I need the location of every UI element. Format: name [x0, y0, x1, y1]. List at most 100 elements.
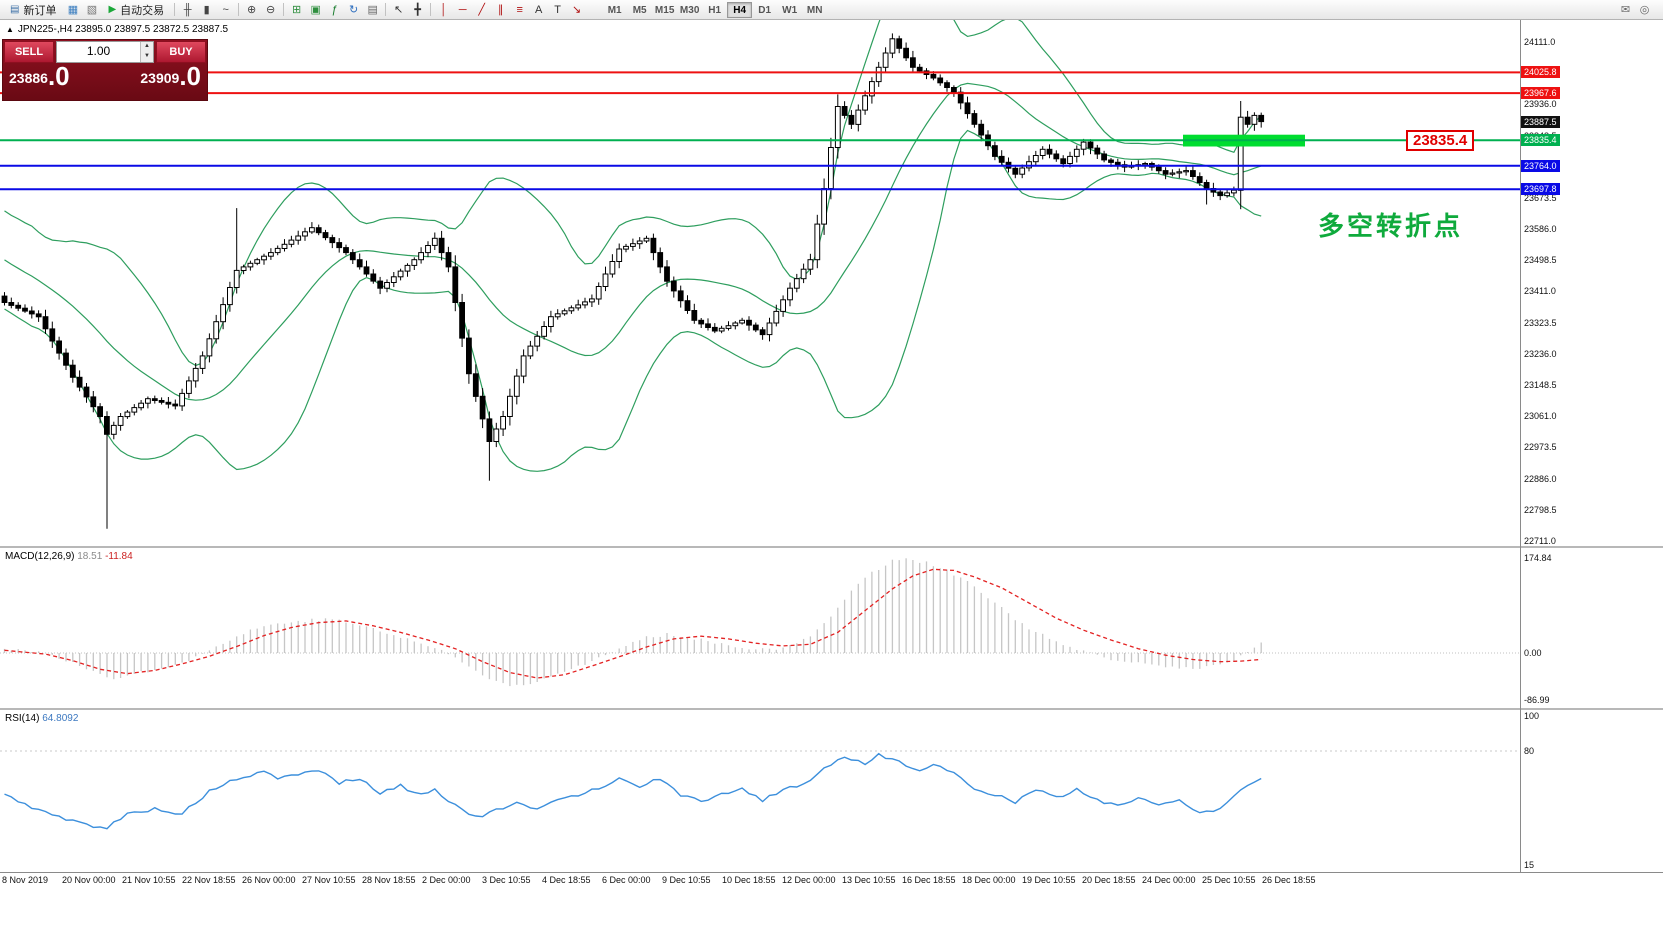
auto-trading-icon: ▶: [108, 4, 117, 15]
bar-chart-icon[interactable]: ╫: [183, 4, 192, 16]
arrows-icon[interactable]: ↘: [572, 4, 582, 16]
price-tick: 24023.5: [1524, 68, 1557, 79]
new-order-button[interactable]: ▤ 新订单: [3, 1, 63, 19]
line-chart-icon[interactable]: ~: [222, 4, 229, 16]
macd-tick: -86.99: [1524, 695, 1550, 706]
timeframe-m15[interactable]: M15: [654, 4, 675, 16]
macd-value-main: 18.51: [77, 551, 103, 562]
crosshair-icon[interactable]: ╋: [414, 4, 421, 16]
macd-value-signal: -11.84: [105, 551, 133, 562]
zoom-out-icon[interactable]: ⊖: [266, 4, 276, 16]
zoom-in-icon[interactable]: ⊕: [247, 4, 257, 16]
price-chart-canvas[interactable]: [0, 20, 1520, 546]
templates-dropdown-icon[interactable]: ▤: [367, 4, 378, 16]
search-icon[interactable]: ◎: [1639, 4, 1650, 16]
symbol-info: ▲ JPN225-,H4 23895.0 23897.5 23872.5 238…: [6, 24, 228, 35]
volume-value[interactable]: 1.00: [86, 44, 111, 58]
trendline-icon[interactable]: ╱: [478, 4, 485, 16]
timeframe-m1[interactable]: M1: [607, 4, 622, 16]
rsi-tick: 80: [1524, 746, 1535, 756]
panel-divider[interactable]: [0, 546, 1663, 548]
charts-grid-icon[interactable]: ▦: [67, 4, 79, 16]
new-order-icon: ▤: [10, 4, 20, 15]
profiles-icon[interactable]: ▧: [86, 4, 98, 16]
auto-trading-button[interactable]: ▶ 自动交易: [101, 1, 171, 19]
price-tick: 22798.5: [1524, 504, 1557, 515]
rsi-indicator-label: RSI(14) 64.8092: [5, 713, 78, 724]
timeframe-w1[interactable]: W1: [782, 4, 798, 16]
volume-up-icon[interactable]: ▲: [141, 42, 153, 52]
rsi-chart-canvas[interactable]: [0, 710, 1520, 872]
macd-chart-canvas[interactable]: [0, 548, 1520, 708]
timeframe-m30[interactable]: M30: [679, 4, 700, 16]
price-tick: 23061.0: [1524, 411, 1557, 422]
periods-dropdown-icon[interactable]: ↻: [349, 4, 359, 16]
bid-price-main: 23886: [9, 70, 48, 86]
timeframe-d1[interactable]: D1: [758, 4, 772, 16]
timeframe-mn[interactable]: MN: [806, 4, 823, 16]
rsi-value: 64.8092: [42, 713, 79, 724]
volume-field[interactable]: 1.00 ▲ ▼: [56, 41, 154, 63]
new-order-label: 新订单: [23, 4, 57, 17]
price-tick: 22973.5: [1524, 442, 1557, 453]
toolbar-separator: [174, 3, 176, 16]
label-icon[interactable]: T: [554, 4, 562, 16]
price-tick: 23411.0: [1524, 286, 1556, 297]
symbol-trend-icon: ▲: [6, 25, 14, 34]
price-tick: 22886.0: [1524, 473, 1557, 484]
ask-price-main: 23909: [140, 70, 180, 86]
cursor-icon[interactable]: ↖: [394, 4, 404, 16]
text-icon[interactable]: A: [534, 4, 543, 16]
support-price-tag[interactable]: 23835.4: [1406, 130, 1475, 151]
cascade-windows-icon[interactable]: ▣: [310, 4, 321, 16]
volume-down-icon[interactable]: ▼: [141, 52, 153, 62]
buy-button[interactable]: BUY: [156, 41, 206, 63]
panel-divider[interactable]: [0, 708, 1663, 710]
price-tick: 22711.0: [1524, 535, 1556, 546]
price-line-label: 23764.0: [1521, 159, 1560, 172]
macd-name: MACD(12,26,9): [5, 551, 75, 562]
auto-trading-label: 自动交易: [120, 4, 165, 17]
rsi-tick: 15: [1524, 859, 1535, 870]
candlestick-chart-icon[interactable]: ▮: [203, 4, 210, 16]
horizontal-line-icon[interactable]: ─: [458, 4, 467, 16]
toolbar-separator: [430, 3, 432, 16]
macd-tick: 174.84: [1524, 553, 1552, 563]
timeframe-h4[interactable]: H4: [727, 1, 753, 18]
symbol-ohlc-text: JPN225-,H4 23895.0 23897.5 23872.5 23887…: [17, 24, 229, 35]
price-tick: 23761.0: [1524, 161, 1557, 172]
fibonacci-icon[interactable]: ≡: [516, 4, 523, 16]
toolbar-separator: [385, 3, 387, 16]
toolbar-separator: [283, 3, 285, 16]
chart-annotation-text[interactable]: 多空转折点: [1318, 211, 1464, 241]
timeframe-m5[interactable]: M5: [632, 4, 647, 16]
price-line-label: 23967.6: [1521, 87, 1560, 100]
toolbar-group-right: ✉ ◎: [1616, 1, 1654, 18]
time-axis[interactable]: [0, 872, 1663, 890]
current-price-label: 23887.5: [1521, 115, 1560, 128]
price-tick: 24111.0: [1524, 37, 1556, 47]
tile-windows-icon[interactable]: ⊞: [292, 4, 302, 16]
price-axis-line: [1520, 20, 1521, 872]
price-tick: 23323.5: [1524, 317, 1557, 328]
price-line-label: 23835.4: [1521, 134, 1560, 147]
indicators-icon[interactable]: ƒ: [331, 4, 338, 16]
price-tick: 23673.5: [1524, 192, 1557, 203]
volume-stepper: ▲ ▼: [140, 42, 153, 62]
mail-icon[interactable]: ✉: [1620, 4, 1631, 16]
toolbar: ▤ 新订单 ▦ ▧ ▶ 自动交易 ╫ ▮ ~ ⊕ ⊖ ⊞ ▣ ƒ ↻ ▤ ↖ ╋ │ ─ ╱ ∥ ≡ A T ↘ M1 M…: [0, 0, 1663, 20]
rsi-tick: 100: [1524, 711, 1540, 721]
channel-icon[interactable]: ∥: [497, 4, 504, 16]
one-click-trading-panel: SELL 1.00 ▲ ▼ BUY 23886 .0 23909 .0: [2, 39, 208, 101]
ask-price: 23909 .0: [140, 63, 201, 89]
bid-price: 23886 .0: [9, 63, 70, 89]
sell-button[interactable]: SELL: [4, 41, 54, 63]
vertical-line-icon[interactable]: │: [440, 4, 448, 16]
rsi-name: RSI(14): [5, 713, 40, 724]
timeframe-h1[interactable]: H1: [708, 4, 722, 16]
price-line-label: 23697.8: [1521, 183, 1560, 196]
price-tick: 23848.5: [1524, 130, 1557, 141]
toolbar-group-windows: ▦ ▧: [63, 1, 101, 18]
macd-tick: 0.00: [1524, 648, 1542, 658]
price-tick: 23936.0: [1524, 99, 1557, 110]
